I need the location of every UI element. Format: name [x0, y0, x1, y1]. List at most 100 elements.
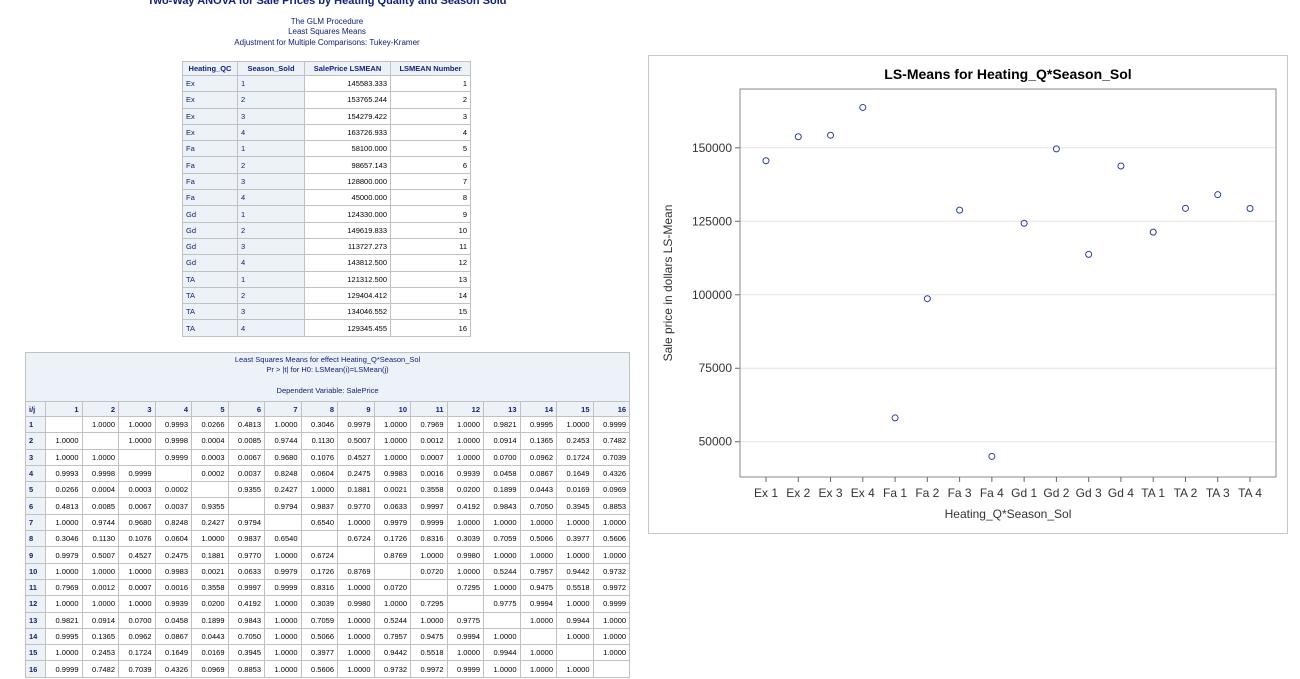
column-header: 9: [337, 401, 375, 417]
row-header-cell: TA: [182, 286, 238, 305]
table-cell: 1.0000: [446, 448, 484, 466]
table-cell: 0.1726: [300, 562, 338, 580]
table-row: Ex 1 145583.333 1: [182, 74, 471, 93]
table-cell: 10: [390, 221, 471, 239]
table-cell: 0.1130: [81, 530, 119, 548]
table-cell: 0.3977: [300, 644, 338, 662]
table-cell: 0.0085: [81, 497, 119, 515]
table-cell: 0.9821: [45, 611, 83, 629]
table-cell: 4: [390, 123, 471, 142]
table-cell: 0.0169: [556, 481, 594, 499]
table-cell: 7: [390, 172, 471, 191]
x-axis-label: Heating_Q*Season_Sol: [945, 507, 1072, 521]
subtitle: Least Squares Means: [288, 27, 366, 36]
table-cell: 0.0200: [191, 595, 229, 613]
table-cell: 0.4192: [227, 595, 265, 613]
table-cell: 0.0458: [154, 611, 192, 629]
table-cell: 1.0000: [592, 546, 631, 564]
column-header: 16: [592, 401, 631, 417]
table-cell: 134046.552: [304, 303, 391, 321]
table-cell: 0.0720: [373, 578, 411, 597]
table-cell: 0.9979: [373, 513, 411, 532]
table-cell: 12: [390, 254, 471, 272]
table-cell: 0.4326: [154, 660, 192, 678]
table-row: TA 2 129404.412 14: [182, 286, 471, 305]
table-cell: [227, 497, 265, 515]
table-cell: 1.0000: [519, 513, 557, 532]
table-cell: 0.9999: [45, 660, 83, 678]
x-tick-label: Fa 3: [948, 486, 972, 500]
table-cell: 1: [390, 74, 471, 93]
data-point: [762, 157, 770, 165]
table-cell: 0.7969: [45, 578, 83, 597]
table-cell: 0.0169: [191, 644, 229, 662]
table-cell: 0.9944: [556, 611, 594, 629]
table-row: Gd 2 149619.833 10: [182, 221, 471, 239]
table-cell: 1.0000: [264, 595, 302, 613]
table-cell: 15: [390, 303, 471, 321]
y-tick-label: 125000: [692, 214, 732, 228]
column-header: 11: [410, 401, 448, 417]
column-header: 5: [191, 401, 229, 417]
table-cell: 1.0000: [373, 448, 411, 466]
table-cell: 0.4813: [227, 415, 265, 434]
table-cell: 0.0007: [410, 448, 448, 466]
table-cell: 0.2427: [264, 481, 302, 499]
table-cell: 3: [390, 107, 471, 125]
x-tick-label: Ex 4: [851, 486, 875, 500]
table-cell: 0.9979: [337, 415, 375, 434]
table-row: 7 1.0000 0.9744 0.9680 0.8248 0.2427 0.9794 0.6…: [25, 513, 631, 532]
table-cell: 0.9355: [191, 497, 229, 515]
data-point: [859, 103, 867, 111]
table-cell: 0.0021: [191, 562, 229, 580]
table-cell: 0.0266: [191, 415, 229, 434]
x-tick-label: Fa 1: [883, 486, 907, 500]
pvalue-table: Least Squares Means for effect Heating_Q…: [24, 352, 631, 678]
row-header-cell: 1: [237, 270, 305, 288]
table-cell: 0.1726: [373, 530, 411, 548]
data-point: [1181, 204, 1189, 212]
table-cell: 0.8769: [373, 546, 411, 564]
column-header: 12: [446, 401, 484, 417]
data-point: [1149, 228, 1157, 236]
table-cell: 1.0000: [264, 415, 302, 434]
table-cell: 1.0000: [556, 415, 594, 434]
table-cell: 0.9998: [81, 464, 119, 483]
table-cell: 0.9995: [519, 415, 557, 434]
table-cell: 0.9794: [227, 513, 265, 532]
table-cell: [154, 464, 192, 483]
table-cell: 16: [390, 319, 471, 337]
table-cell: 0.1649: [154, 644, 192, 662]
table-cell: 0.7039: [118, 660, 156, 678]
table-cell: 0.9972: [410, 660, 448, 678]
table-cell: 128800.000: [304, 172, 391, 191]
table-cell: 0.1899: [191, 611, 229, 629]
table-cell: 1.0000: [118, 562, 156, 580]
column-header: 2: [81, 401, 119, 417]
column-header: 8: [300, 401, 338, 417]
x-tick-label: Ex 2: [786, 486, 810, 500]
row-header-cell: 11: [25, 578, 46, 597]
table-cell: 0.9999: [592, 595, 631, 613]
table-cell: 1.0000: [45, 432, 83, 450]
table-cell: 0.7050: [227, 627, 265, 646]
table-cell: 1.0000: [446, 432, 484, 450]
data-point: [1085, 250, 1093, 258]
table-cell: 1.0000: [519, 660, 557, 678]
table-row: Fa 3 128800.000 7: [182, 172, 471, 191]
table-cell: 0.0633: [373, 497, 411, 515]
table-row: 9 0.9979 0.5007 0.4527 0.2475 0.1881 0.9770 1.0…: [25, 546, 631, 564]
table-cell: 0.0016: [410, 464, 448, 483]
table-cell: 0.8769: [337, 562, 375, 580]
table-cell: 1.0000: [519, 611, 557, 629]
table-cell: 0.9999: [154, 448, 192, 466]
caption-line: Dependent Variable: SalePrice: [276, 386, 379, 395]
table-cell: 0.0720: [410, 562, 448, 580]
column-header: 6: [227, 401, 265, 417]
table-cell: 0.9999: [118, 464, 156, 483]
table-cell: 0.0443: [519, 481, 557, 499]
table-cell: 0.0012: [410, 432, 448, 450]
table-cell: 0.9995: [45, 627, 83, 646]
table-cell: 1.0000: [45, 513, 83, 532]
table-cell: 0.9980: [337, 595, 375, 613]
